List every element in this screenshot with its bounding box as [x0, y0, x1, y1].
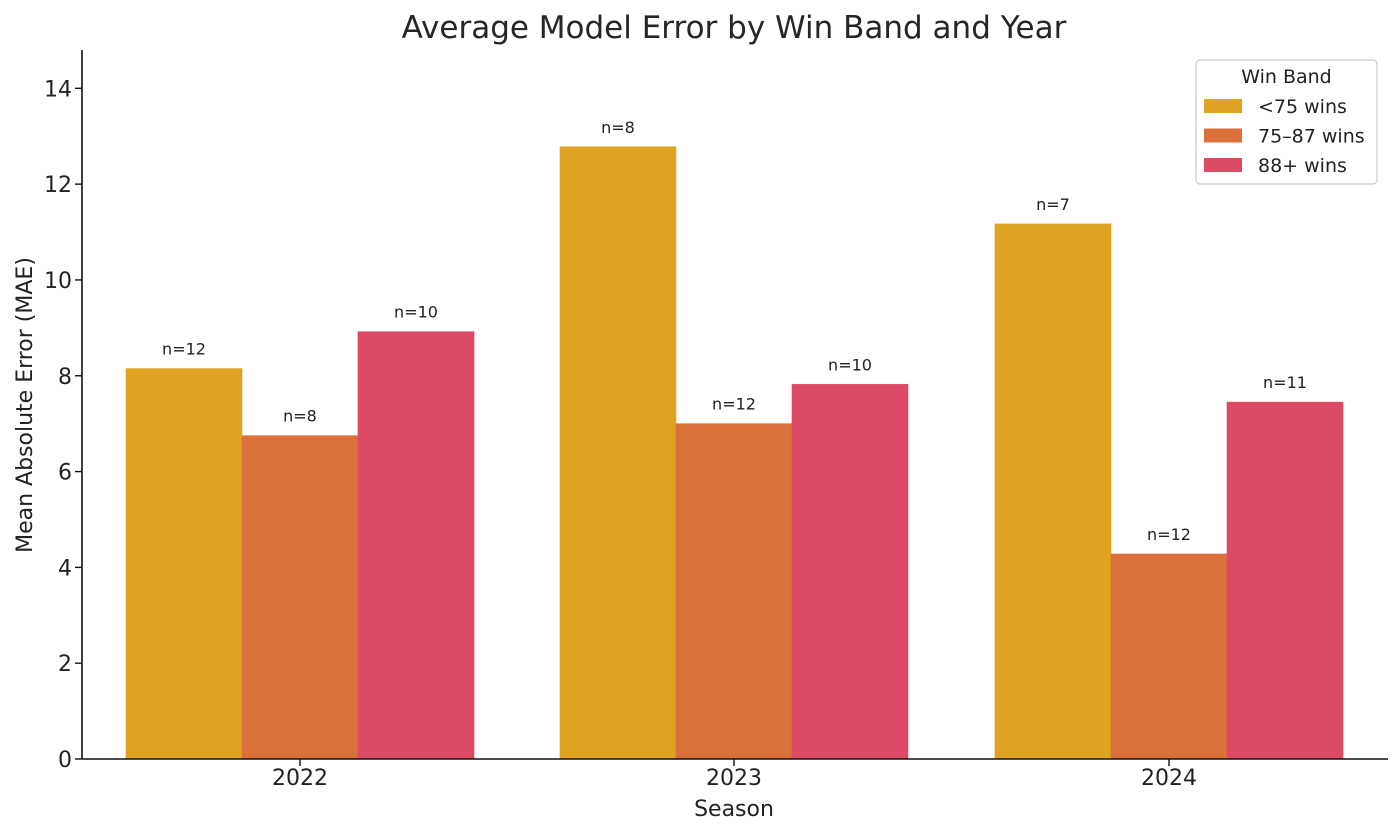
x-tick-label: 2022	[272, 766, 328, 791]
legend-entry-label: <75 wins	[1258, 96, 1347, 118]
y-axis-label: Mean Absolute Error (MAE)	[13, 257, 38, 553]
chart-title: Average Model Error by Win Band and Year	[402, 10, 1067, 46]
bar-count-label: n=12	[712, 395, 756, 414]
bar-count-label: n=10	[828, 355, 872, 374]
bar	[241, 435, 359, 760]
y-tick-label: 10	[44, 269, 72, 294]
legend-swatch	[1204, 99, 1242, 113]
y-tick-label: 14	[44, 77, 72, 102]
bar	[559, 146, 677, 760]
x-axis-label: Season	[694, 797, 774, 822]
bar-count-label: n=11	[1263, 373, 1307, 392]
y-tick-label: 12	[44, 173, 72, 198]
bar-count-label: n=7	[1036, 195, 1070, 214]
legend-swatch	[1204, 158, 1242, 172]
x-tick-label: 2023	[706, 766, 762, 791]
bar	[994, 223, 1112, 760]
legend-box	[1195, 59, 1378, 185]
bar	[357, 331, 475, 760]
legend-title: Win Band	[1241, 66, 1332, 88]
bar	[1226, 401, 1344, 760]
y-tick-label: 4	[58, 556, 72, 581]
bar-count-label: n=12	[1147, 525, 1191, 544]
y-tick-label: 0	[58, 748, 72, 773]
plot-area: n=12 n=8 n=7 n=8 n=12 n=12 n=10 n=10 n=11 0 2 4 6 8 10…	[44, 50, 1388, 791]
x-tick-label: 2024	[1141, 766, 1197, 791]
bar	[791, 384, 909, 760]
bar	[125, 368, 243, 760]
bar-count-label: n=8	[283, 407, 317, 426]
y-tick-label: 8	[58, 365, 72, 390]
bar-count-label: n=12	[162, 340, 206, 359]
y-tick-label: 6	[58, 461, 72, 486]
y-tick-label: 2	[58, 652, 72, 677]
legend-entry-label: 75–87 wins	[1258, 126, 1365, 148]
bar-count-label: n=10	[394, 303, 438, 322]
bar	[1110, 553, 1228, 760]
legend: Win Band <75 wins 75–87 wins 88+ wins	[1195, 59, 1378, 185]
bar-count-label: n=8	[601, 118, 635, 137]
legend-swatch	[1204, 128, 1242, 143]
bar	[675, 423, 793, 760]
legend-entry-label: 88+ wins	[1258, 155, 1347, 177]
